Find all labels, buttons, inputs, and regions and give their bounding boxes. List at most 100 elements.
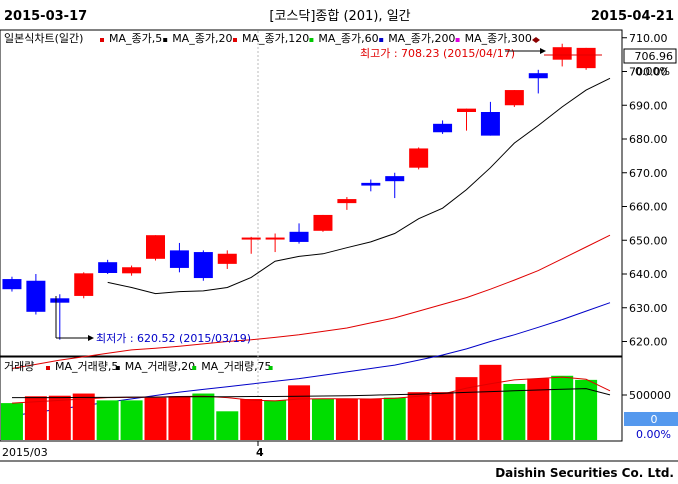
x-label-march: 2015/03 (2, 446, 48, 459)
price-axis-label: 710.00 (629, 32, 668, 45)
candle-body (241, 237, 261, 240)
candle (2, 276, 22, 292)
legend-swatch (379, 38, 384, 42)
price-axis-label: 670.00 (629, 167, 668, 180)
volume-bar (96, 400, 119, 440)
candle-body (2, 279, 22, 290)
volume-bar (431, 392, 454, 440)
high-price-arrowhead (540, 48, 546, 54)
volume-current-value: 0 (651, 413, 658, 426)
legend-label: MA_종가,5 (109, 32, 162, 45)
volume-bar (383, 397, 406, 440)
legend-swatch (100, 38, 104, 42)
candle (74, 272, 94, 299)
volume-legend: MA_거래량,5 MA_거래량,20 MA_거래량,75 (46, 360, 273, 373)
volume-change-pct: 0.00% (636, 428, 671, 441)
candle-body (457, 108, 476, 112)
candle (457, 108, 476, 131)
candle-body (98, 262, 118, 273)
volume-bar (527, 378, 550, 440)
volume-legend-swatch (268, 366, 273, 370)
volume-bar (311, 399, 334, 440)
candle (409, 147, 429, 170)
end-date: 2015-04-21 (591, 9, 674, 24)
volume-bar (288, 385, 311, 440)
candle-body (289, 231, 309, 242)
volume-bar (24, 396, 47, 440)
current-price-box (623, 48, 677, 64)
candle-body (265, 237, 285, 240)
candle-body (169, 250, 189, 268)
candle-body (313, 214, 333, 231)
legend-swatch (455, 38, 460, 42)
volume-axis-label: 500000 (629, 389, 671, 402)
legend-label: MA_종가,300 (465, 32, 532, 45)
candle (385, 172, 405, 199)
volume-bar (144, 397, 167, 440)
legend-label: MA_종가,60 (318, 32, 378, 45)
candle (265, 233, 285, 253)
volume-bar (48, 395, 71, 440)
volume-bar (359, 399, 382, 440)
price-axis-label: 630.00 (629, 302, 668, 315)
volume-bar (407, 392, 430, 440)
candle-body (146, 235, 165, 259)
chart-title: [코스닥]종합 (201), 일간 (269, 9, 410, 24)
current-price: 706.96 (635, 50, 674, 63)
legend-label: MA_종가,200 (388, 32, 455, 45)
candle (576, 47, 596, 70)
volume-legend-label: MA_거래량,75 (201, 360, 271, 373)
volume-bar (575, 379, 598, 440)
candle-body (480, 112, 500, 136)
candle-body (122, 267, 142, 274)
price-legend: MA_종가,5 MA_종가,20 MA_종가,120 MA_종가,60 MA_종가,20… (100, 32, 540, 45)
volume-bar (0, 403, 23, 440)
volume-current-box (624, 412, 678, 426)
candle-body (504, 90, 524, 106)
candle-body (217, 253, 237, 264)
legend-label: MA_종가,20 (172, 32, 232, 45)
candle (146, 235, 165, 261)
candle-body (74, 273, 94, 296)
legend-swatch (233, 38, 237, 42)
price-axis-label: 680.00 (629, 133, 668, 146)
volume-legend-label: MA_거래량,20 (125, 360, 195, 373)
candle (433, 120, 453, 134)
candle (169, 242, 189, 273)
legend-label: MA_종가,120 (242, 32, 309, 45)
candle-body (576, 47, 596, 69)
candle (98, 259, 118, 274)
legend-swatch (309, 38, 314, 42)
volume-bar (503, 383, 526, 440)
volume-bar (72, 393, 95, 440)
volume-pane-title: 거래량 (4, 360, 34, 373)
candle-body (528, 73, 548, 79)
price-axis-label: 690.00 (629, 99, 668, 112)
candle (337, 197, 357, 210)
volume-legend-label: MA_거래량,5 (55, 360, 118, 373)
volume-bar (264, 400, 287, 440)
volume-legend-swatch (115, 366, 120, 370)
candle (313, 214, 333, 232)
ma20-line (107, 77, 611, 295)
price-axis-label: 650.00 (629, 234, 668, 247)
ma120-line (11, 234, 611, 369)
candle (241, 236, 261, 254)
volume-bar (192, 393, 215, 440)
price-change-pct: 0.00% (635, 65, 670, 78)
candle (289, 223, 309, 244)
price-axis-label: 640.00 (629, 268, 668, 281)
candle-body (433, 123, 453, 133)
candle (528, 69, 548, 94)
candle (361, 179, 381, 192)
volume-bar (479, 364, 502, 440)
volume-bar (120, 400, 143, 440)
candle (26, 274, 46, 315)
high-price-label: 최고가 : 708.23 (2015/04/17) (360, 47, 515, 60)
legend-end-marker-shape (532, 37, 540, 43)
volume-legend-swatch (46, 366, 50, 370)
price-axis-label: 700.00 (629, 66, 668, 79)
candle (50, 294, 70, 340)
candles (2, 43, 596, 340)
candle-body (50, 298, 70, 303)
